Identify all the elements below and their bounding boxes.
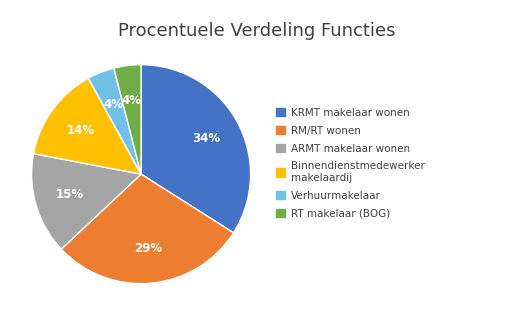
Legend: KRMT makelaar wonen, RM/RT wonen, ARMT makelaar wonen, Binnendienstmedewerker
ma: KRMT makelaar wonen, RM/RT wonen, ARMT m…: [276, 108, 425, 219]
Wedge shape: [32, 154, 141, 249]
Wedge shape: [61, 174, 233, 284]
Wedge shape: [88, 68, 141, 174]
Wedge shape: [114, 65, 141, 174]
Text: 4%: 4%: [122, 94, 142, 107]
Wedge shape: [141, 65, 250, 233]
Text: Procentuele Verdeling Functies: Procentuele Verdeling Functies: [118, 22, 395, 40]
Text: 14%: 14%: [67, 124, 95, 137]
Wedge shape: [33, 78, 141, 174]
Text: 29%: 29%: [134, 242, 162, 255]
Text: 34%: 34%: [192, 132, 221, 145]
Text: 15%: 15%: [55, 188, 84, 202]
Text: 4%: 4%: [104, 99, 124, 111]
